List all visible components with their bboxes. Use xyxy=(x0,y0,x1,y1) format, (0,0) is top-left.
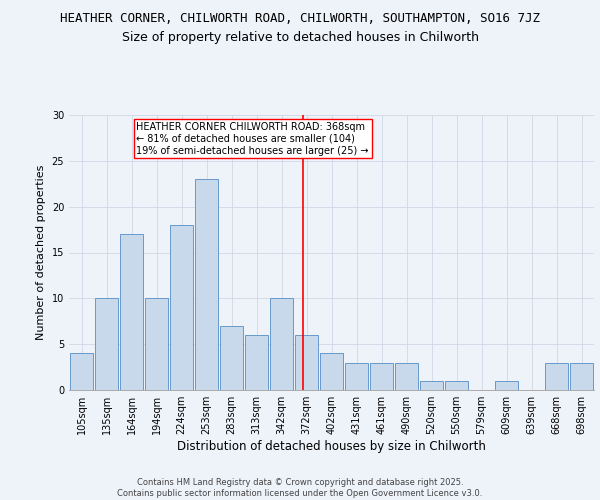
Bar xyxy=(320,354,343,390)
Bar xyxy=(220,326,244,390)
Text: Size of property relative to detached houses in Chilworth: Size of property relative to detached ho… xyxy=(121,31,479,44)
Bar xyxy=(119,234,143,390)
X-axis label: Distribution of detached houses by size in Chilworth: Distribution of detached houses by size … xyxy=(177,440,486,453)
Bar xyxy=(344,362,368,390)
Bar xyxy=(95,298,118,390)
Y-axis label: Number of detached properties: Number of detached properties xyxy=(36,165,46,340)
Bar xyxy=(569,362,593,390)
Text: Contains HM Land Registry data © Crown copyright and database right 2025.
Contai: Contains HM Land Registry data © Crown c… xyxy=(118,478,482,498)
Bar xyxy=(545,362,568,390)
Bar xyxy=(370,362,394,390)
Bar xyxy=(419,381,443,390)
Bar xyxy=(494,381,518,390)
Bar xyxy=(269,298,293,390)
Bar xyxy=(395,362,418,390)
Bar xyxy=(245,335,268,390)
Bar xyxy=(194,179,218,390)
Bar xyxy=(295,335,319,390)
Text: HEATHER CORNER, CHILWORTH ROAD, CHILWORTH, SOUTHAMPTON, SO16 7JZ: HEATHER CORNER, CHILWORTH ROAD, CHILWORT… xyxy=(60,12,540,26)
Bar xyxy=(445,381,469,390)
Bar xyxy=(170,225,193,390)
Bar xyxy=(70,354,94,390)
Text: HEATHER CORNER CHILWORTH ROAD: 368sqm
← 81% of detached houses are smaller (104): HEATHER CORNER CHILWORTH ROAD: 368sqm ← … xyxy=(137,122,369,156)
Bar xyxy=(145,298,169,390)
